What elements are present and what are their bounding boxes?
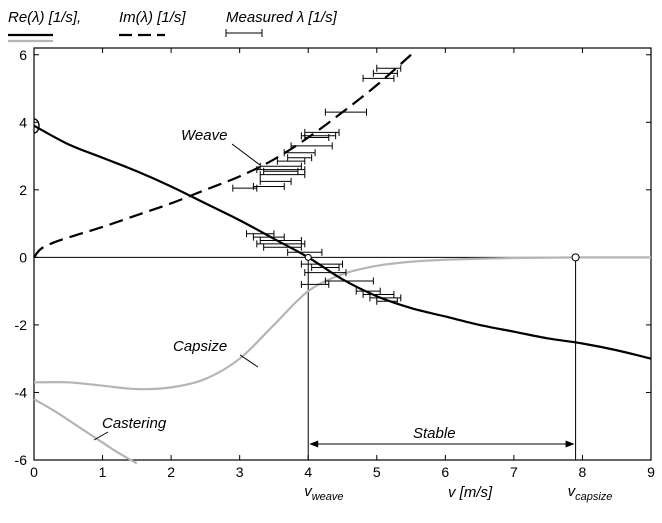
y-tick-label: 0 [19, 249, 27, 265]
series-weave_im [33, 53, 412, 259]
measured-errorbar [246, 230, 275, 238]
capsize-pointer [239, 354, 259, 368]
y-tick-label: 4 [19, 114, 27, 130]
measured-errorbar [259, 162, 302, 170]
series-castering [33, 398, 138, 465]
castering-label: Castering [102, 415, 167, 432]
x-tick-label: 0 [30, 464, 38, 480]
measured-errorbar [304, 133, 330, 141]
x-tick-label: 4 [304, 464, 312, 480]
castering-pointer [93, 431, 109, 441]
y-tick-label: 2 [19, 182, 27, 198]
y-tick-label: 6 [19, 47, 27, 63]
legend-im-label: Im(λ) [1/s] [119, 9, 186, 26]
y-tick-label: -2 [15, 317, 28, 333]
measured-errorbar [259, 236, 302, 244]
measured-errorbar [300, 280, 330, 288]
weave-label: Weave [181, 127, 227, 144]
measured-errorbar [376, 297, 398, 305]
y-tick-label: -4 [15, 384, 28, 400]
y-tick-label: -6 [15, 452, 28, 468]
legend: Re(λ) [1/s], Im(λ) [1/s] Measured λ [1/s… [8, 9, 338, 43]
measured-errorbar [372, 69, 398, 77]
measured-errorbar [362, 74, 395, 82]
measured-errorbar [304, 128, 340, 136]
measured-errorbar [252, 182, 285, 190]
x-tick-label: 3 [236, 464, 244, 480]
stable-arrow-left [309, 440, 319, 448]
plot-frame [33, 47, 652, 461]
series-capsize [33, 256, 651, 391]
curves [33, 53, 652, 465]
measured-errorbar [263, 243, 302, 251]
weave-pointer [231, 143, 261, 166]
measured-errorbar [304, 269, 347, 277]
x-tick-label: 9 [647, 464, 655, 480]
measured-errorbar [276, 157, 306, 165]
measured-errorbar [259, 177, 292, 185]
series-weave_re [33, 124, 652, 360]
measured-errorbars [232, 64, 580, 305]
stable-arrow-right [565, 440, 575, 448]
x-tick-label: 6 [441, 464, 449, 480]
v-weave-subscript: weave [312, 491, 344, 503]
measured-errorbar [369, 294, 402, 302]
measured-errorbar [290, 142, 333, 150]
measured-errorbar [287, 154, 313, 162]
measured-errorbar [259, 171, 306, 179]
legend-measured-label: Measured λ [1/s] [226, 9, 338, 26]
axis-ticks: 0 1 2 3 4 5 6 7 8 9 6 4 2 0 -2 -4 -6 [15, 47, 656, 480]
measured-errorbar [362, 291, 395, 299]
measured-errorbar [311, 264, 340, 272]
x-tick-label: 5 [373, 464, 381, 480]
x-tick-label: 8 [579, 464, 587, 480]
measured-errorbar [324, 108, 367, 116]
measured-errorbar [283, 149, 316, 157]
measured-errorbar [287, 248, 323, 256]
stable-label: Stable [413, 425, 456, 442]
v-capsize-marker [571, 253, 580, 262]
v-capsize-subscript: capsize [575, 491, 612, 503]
x-tick-label: 7 [510, 464, 518, 480]
v-capsize-label: vcapsize [568, 483, 613, 503]
legend-re-label: Re(λ) [1/s], [8, 9, 81, 26]
measured-errorbar [324, 277, 374, 285]
x-tick-label: 2 [167, 464, 175, 480]
measured-errorbar [263, 167, 299, 175]
measured-errorbar [355, 287, 381, 295]
v-weave-label: vweave [304, 483, 343, 503]
weave-start-hook [33, 118, 40, 134]
measured-errorbar [256, 240, 306, 248]
measured-errorbar [232, 184, 258, 192]
x-axis-label: v [m/s] [448, 484, 493, 501]
measured-errorbar [376, 64, 402, 72]
annotations: Weave Capsize Castering Stable vweave vcapsiz… [93, 127, 613, 503]
v-weave-marker [304, 253, 312, 261]
measured-errorbar [252, 233, 285, 241]
measured-errorbar [300, 132, 337, 140]
measured-errorbar [300, 260, 343, 268]
legend-measured-errorbar [225, 29, 263, 37]
capsize-label: Capsize [173, 338, 227, 355]
x-tick-label: 1 [99, 464, 107, 480]
